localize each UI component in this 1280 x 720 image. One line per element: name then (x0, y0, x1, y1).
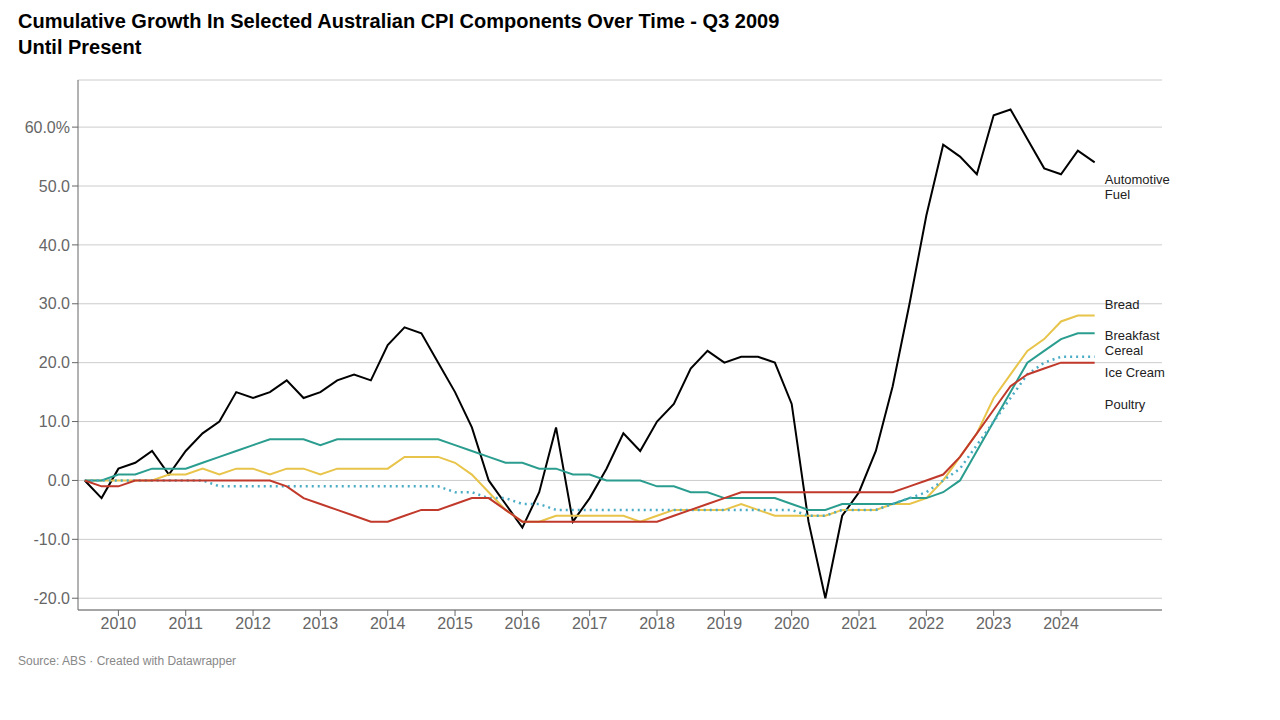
svg-text:Poultry: Poultry (1105, 396, 1146, 411)
svg-text:0.0: 0.0 (48, 472, 70, 489)
html-text:Until Present: Until Present (18, 36, 142, 58)
svg-text:2018: 2018 (639, 615, 675, 632)
svg-text:Ice Cream: Ice Cream (1105, 364, 1165, 379)
svg-text:50.0: 50.0 (39, 178, 70, 195)
svg-text:2014: 2014 (370, 615, 406, 632)
svg-text:2023: 2023 (976, 615, 1012, 632)
svg-text:2015: 2015 (437, 615, 473, 632)
svg-text:2016: 2016 (505, 615, 541, 632)
svg-text:2010: 2010 (101, 615, 137, 632)
svg-text:2024: 2024 (1043, 615, 1079, 632)
svg-text:-20.0: -20.0 (34, 590, 71, 607)
svg-text:-10.0: -10.0 (34, 531, 71, 548)
html-text:Cumulative Growth In Selected: Cumulative Growth In Selected Australian… (18, 10, 780, 32)
svg-text:60.0%: 60.0% (25, 119, 70, 136)
svg-text:2017: 2017 (572, 615, 608, 632)
svg-text:40.0: 40.0 (39, 237, 70, 254)
svg-text:AutomotiveFuel: AutomotiveFuel (1105, 171, 1170, 201)
svg-text:2020: 2020 (774, 615, 810, 632)
svg-text:2019: 2019 (707, 615, 743, 632)
svg-text:2021: 2021 (841, 615, 877, 632)
svg-text:2012: 2012 (235, 615, 271, 632)
svg-text:2022: 2022 (909, 615, 945, 632)
svg-text:2013: 2013 (303, 615, 339, 632)
svg-text:Bread: Bread (1105, 296, 1140, 311)
svg-text:10.0: 10.0 (39, 413, 70, 430)
svg-text:20.0: 20.0 (39, 354, 70, 371)
svg-text:2011: 2011 (169, 615, 204, 632)
html-text:Source: ABS · Created with Dat: Source: ABS · Created with Datawrapper (18, 654, 237, 668)
svg-text:30.0: 30.0 (39, 295, 70, 312)
svg-text:BreakfastCereal: BreakfastCereal (1105, 327, 1160, 357)
